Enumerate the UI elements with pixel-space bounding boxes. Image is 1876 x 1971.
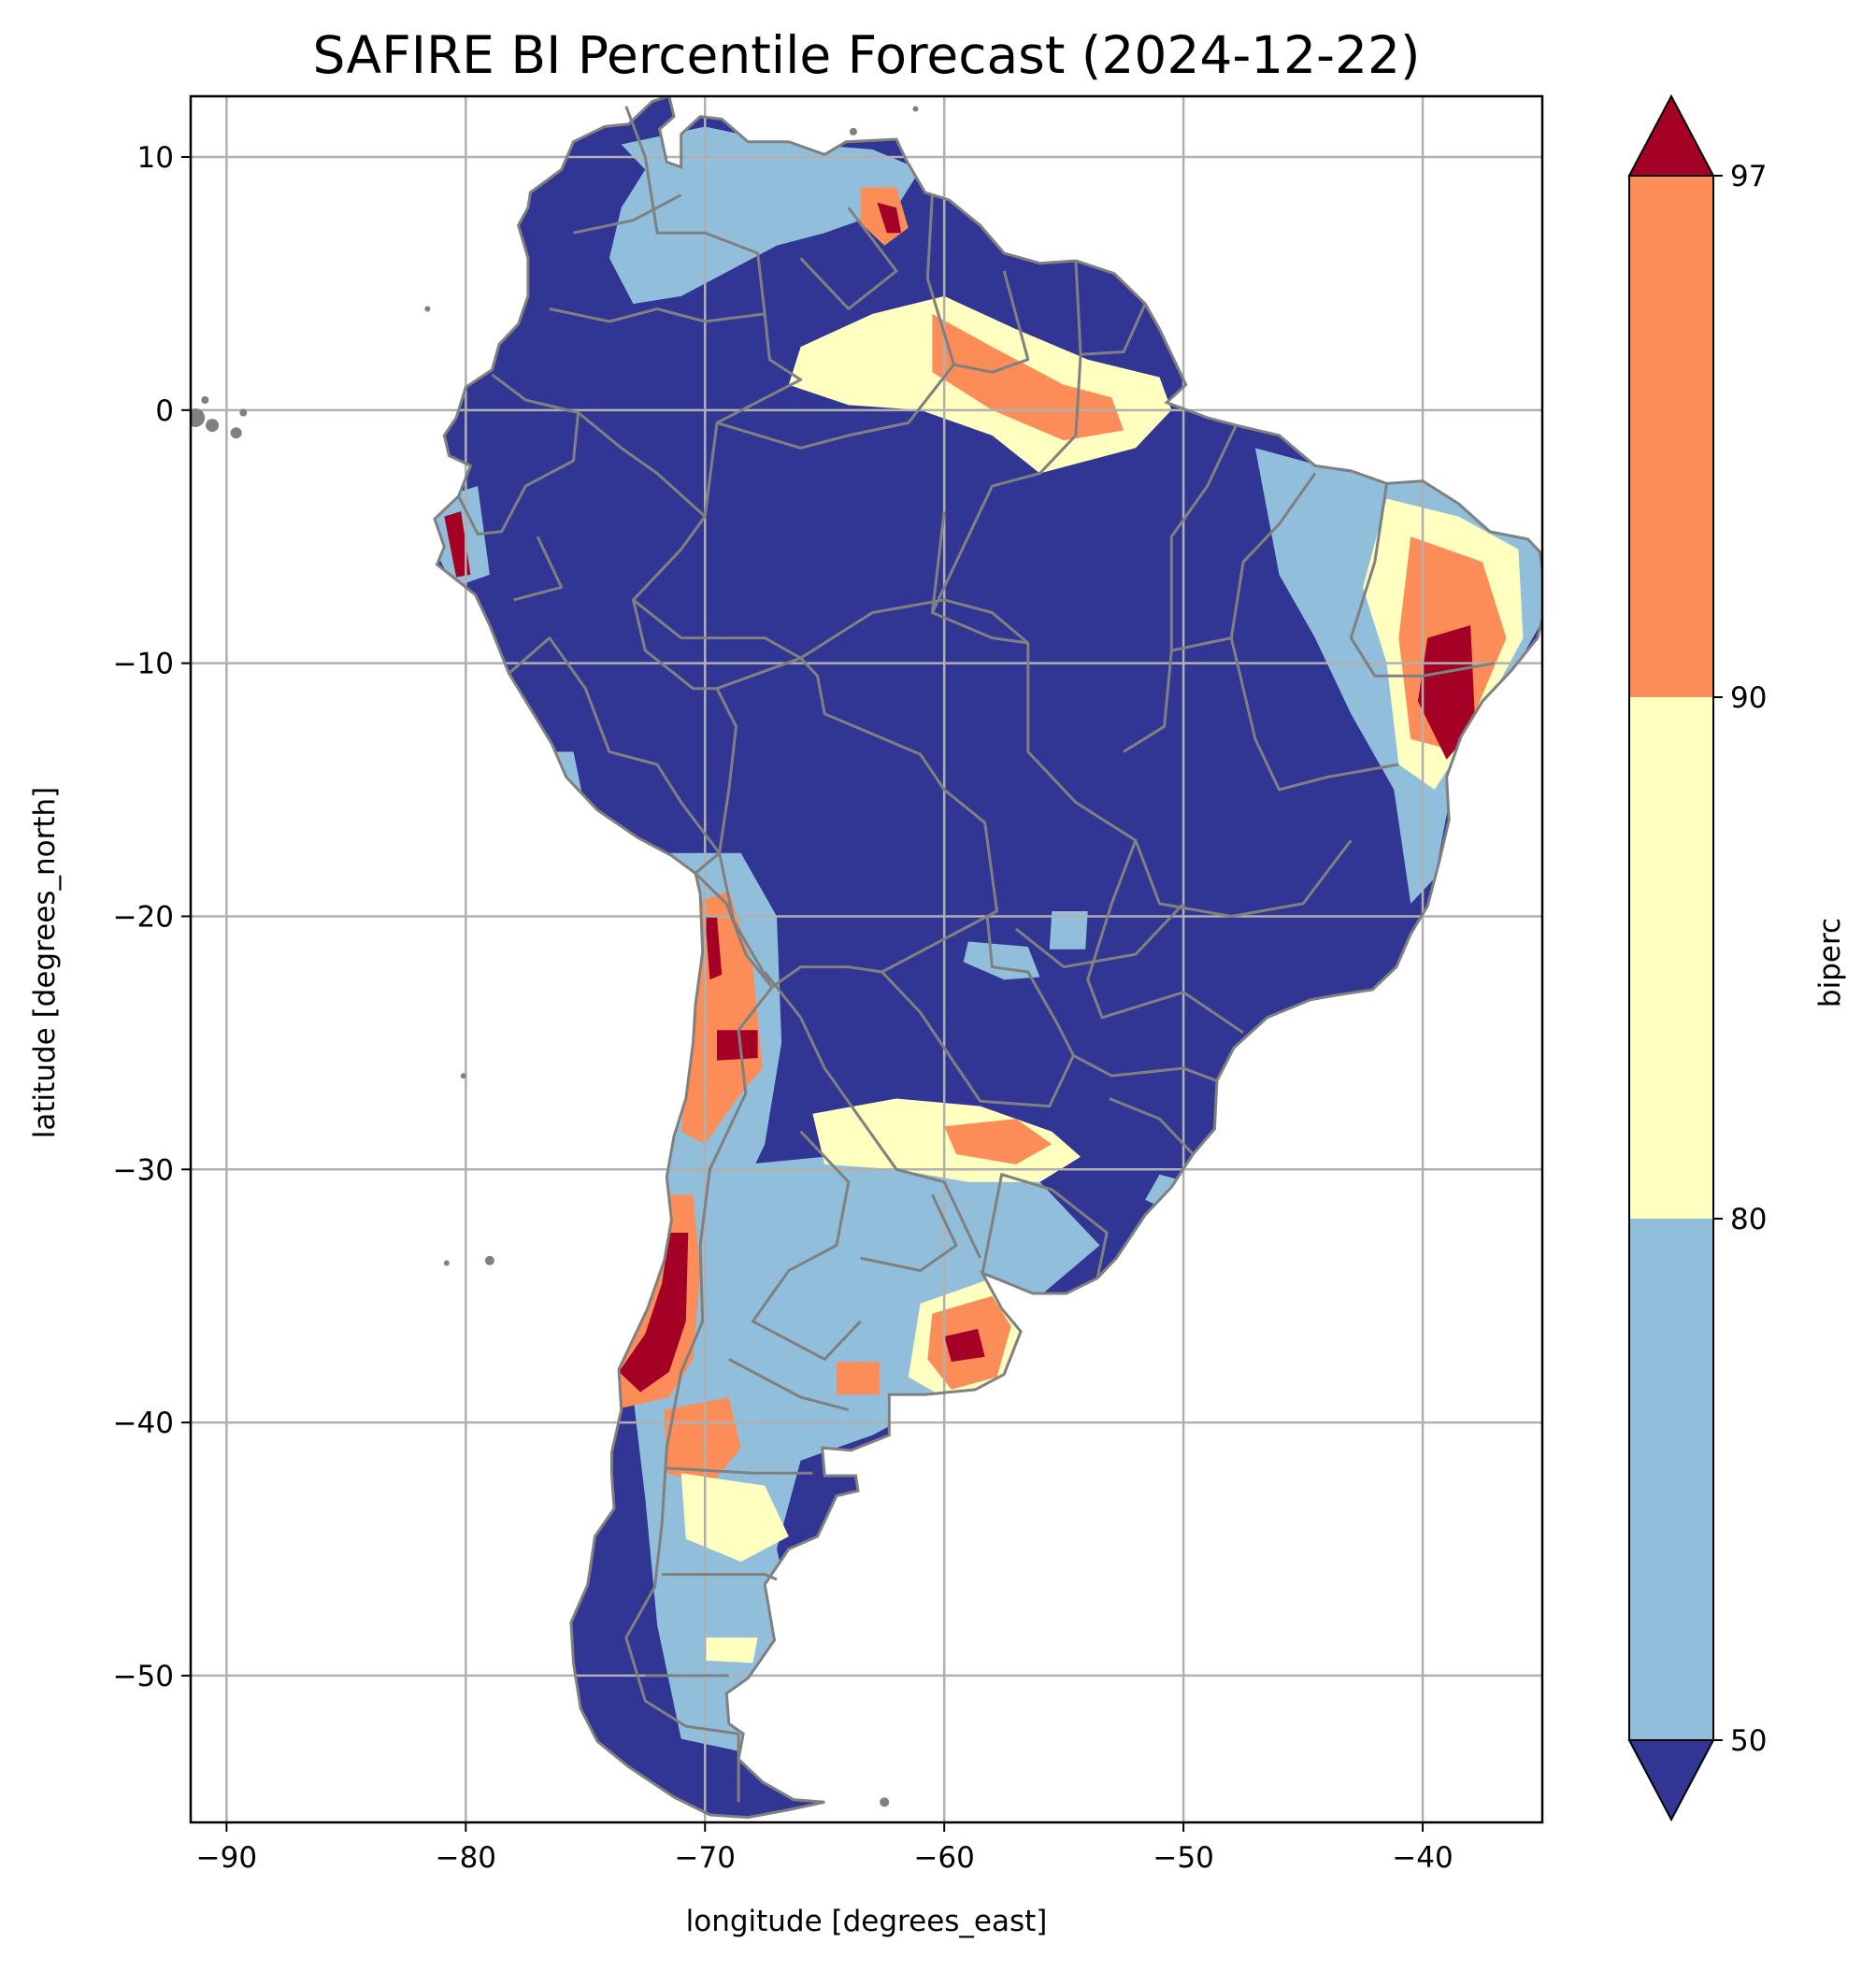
- x-axis-label: longitude [degrees_east]: [686, 1905, 1048, 1938]
- border-line: [925, 194, 1030, 374]
- y-tick-label: 0: [155, 394, 174, 428]
- region-mato-grosso-patch: [1049, 911, 1088, 950]
- y-tick-label: −20: [113, 900, 174, 934]
- region-northeast-brazil-extreme: [1417, 625, 1476, 760]
- border-line: [764, 971, 981, 1259]
- region-atacama-extreme-a: [705, 916, 723, 980]
- region-patagonia-yellow: [680, 1473, 789, 1563]
- x-tick-label: −60: [913, 1841, 974, 1875]
- island: [443, 1260, 450, 1266]
- x-tick-label: −40: [1392, 1841, 1453, 1875]
- colorbar-label: biperc: [1813, 918, 1847, 1007]
- grid: [191, 96, 1542, 1822]
- x-tick-label: −80: [436, 1841, 496, 1875]
- border-line: [799, 207, 898, 310]
- colorbar-extend-min: [1627, 1739, 1715, 1822]
- border-line: [1349, 483, 1496, 678]
- border-line: [799, 598, 1029, 660]
- colorbar: 50 80 90 97: [1627, 93, 1767, 1822]
- border-line: [577, 411, 738, 875]
- y-axis: 10 0 −10 −20 −30 −40 −50: [113, 141, 191, 1693]
- colorbar-tick-label: 97: [1730, 160, 1767, 193]
- x-tick-label: −50: [1153, 1841, 1213, 1875]
- colorbar-frame: [1628, 175, 1714, 1741]
- border-line: [1072, 1054, 1218, 1082]
- coastline: [433, 96, 1542, 1820]
- plot-frame: [189, 94, 1544, 1824]
- colorbar-segment: [1629, 176, 1713, 697]
- y-tick-label: 10: [137, 141, 174, 175]
- border-line: [632, 598, 802, 660]
- y-tick-label: −30: [113, 1153, 174, 1187]
- island: [191, 407, 206, 427]
- island: [460, 1073, 466, 1079]
- border-line: [860, 1193, 958, 1273]
- border-line: [1086, 839, 1244, 1035]
- border-line: [716, 364, 955, 450]
- border-line: [573, 193, 682, 235]
- chart-title: SAFIRE BI Percentile Forecast (2024-12-2…: [313, 25, 1421, 85]
- border-line: [624, 872, 774, 1735]
- region-patagonia-warm: [664, 1397, 741, 1486]
- region-bahia-blanca-hot: [837, 1362, 881, 1395]
- region-venezuela-hotspot-core: [877, 202, 902, 234]
- percentile-regions: [435, 126, 1542, 1752]
- colorbar-segment: [1629, 697, 1713, 1219]
- border-line: [1123, 636, 1232, 753]
- y-tick-label: −10: [113, 648, 174, 681]
- x-tick-label: −90: [196, 1841, 257, 1875]
- island: [239, 408, 248, 417]
- y-tick-label: −40: [113, 1407, 174, 1440]
- region-atacama-extreme-b: [717, 1030, 758, 1061]
- region-caribbean-coast: [609, 126, 921, 305]
- x-axis: −90 −80 −70 −60 −50 −40: [196, 1822, 1454, 1875]
- colorbar-tick-label: 50: [1730, 1724, 1767, 1758]
- border-line: [930, 510, 1353, 918]
- country-borders: [457, 106, 1496, 1803]
- border-line: [662, 1573, 778, 1581]
- island: [206, 419, 220, 433]
- region-chile-central-extreme: [619, 1233, 689, 1393]
- island: [912, 106, 919, 112]
- island: [484, 1255, 494, 1265]
- border-line: [1074, 260, 1147, 356]
- island: [230, 427, 242, 439]
- border-line: [716, 656, 998, 989]
- colorbar-segment: [1629, 1219, 1713, 1740]
- border-line: [931, 354, 1082, 614]
- border-line: [1169, 424, 1238, 651]
- y-tick-label: −50: [113, 1660, 174, 1693]
- island: [424, 306, 431, 312]
- border-line: [457, 373, 580, 536]
- border-line: [513, 536, 564, 602]
- border-line: [666, 1466, 813, 1475]
- region-santa-cruz-yellow: [705, 1637, 758, 1664]
- y-axis-label: latitude [degrees_north]: [28, 787, 62, 1138]
- islands: [191, 106, 919, 1807]
- x-tick-label: −70: [675, 1841, 736, 1875]
- colorbar-extend-max: [1627, 93, 1715, 177]
- border-line: [751, 1130, 862, 1361]
- border-line: [624, 106, 803, 517]
- border-line: [728, 1358, 850, 1412]
- colorbar-tick-label: 90: [1730, 681, 1767, 715]
- colorbar-tick-label: 80: [1730, 1203, 1767, 1236]
- border-line: [1109, 1097, 1195, 1156]
- border-line: [549, 307, 766, 323]
- island: [201, 395, 209, 404]
- border-line: [1015, 902, 1185, 969]
- border-line: [981, 1173, 1109, 1279]
- region-guiana-highlands-inner: [932, 313, 1124, 441]
- region-peru-coast-north-hot: [444, 511, 471, 578]
- region-mesopotamia-hot: [944, 1119, 1053, 1164]
- island: [849, 127, 857, 136]
- region-pampas-extreme: [944, 1328, 985, 1363]
- border-line: [508, 636, 721, 854]
- island: [880, 1797, 890, 1807]
- border-line: [1229, 472, 1399, 792]
